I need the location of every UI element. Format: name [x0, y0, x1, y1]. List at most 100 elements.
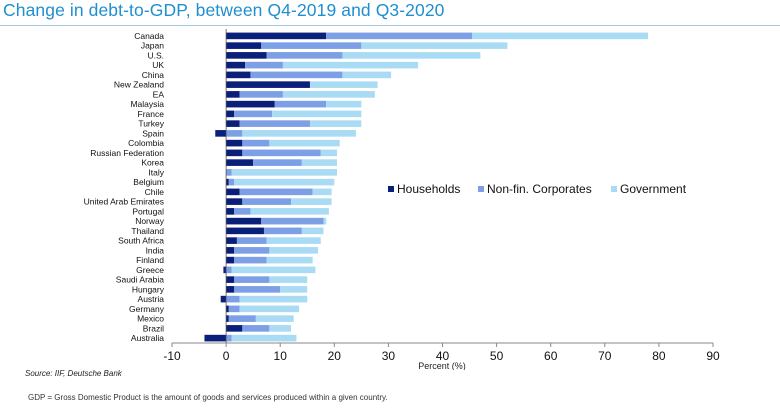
bar-segment-non-fin-corporates [226, 295, 240, 303]
bar-segment-non-fin-corporates [261, 217, 324, 225]
category-label: U.S. [147, 50, 164, 60]
legend-swatch [611, 186, 617, 192]
bar-segment-non-fin-corporates [261, 42, 362, 49]
bar-segment-government [326, 100, 362, 108]
bar-segment-households [226, 227, 264, 235]
category-label: Canada [134, 31, 164, 41]
bar-segment-non-fin-corporates [234, 110, 273, 118]
bar-segment-households [226, 305, 229, 313]
category-label: Colombia [128, 138, 164, 148]
bar-segment-households [226, 81, 310, 88]
bar-segment-households [226, 91, 240, 98]
bar-segment-households [226, 52, 267, 59]
x-tick-label: 90 [706, 349, 720, 363]
x-axis-label: Percent (%) [418, 361, 466, 370]
legend-label: Households [397, 182, 460, 196]
bars-group [204, 32, 649, 342]
bar-segment-government [323, 217, 327, 225]
x-tick-label: 40 [436, 349, 450, 363]
bar-segment-government [309, 120, 362, 127]
bar-segment-non-fin-corporates [234, 276, 270, 283]
category-label: Mexico [137, 314, 164, 324]
bar-segment-government [231, 169, 338, 176]
x-tick-label: 20 [328, 349, 342, 363]
bar-segment-government [266, 256, 313, 264]
bar-segment-non-fin-corporates [226, 334, 232, 342]
category-label: Brazil [143, 323, 164, 333]
bar-segment-government [312, 188, 332, 196]
category-label: Portugal [132, 206, 164, 216]
bar-segment-households [226, 159, 254, 166]
x-tick-label: 70 [598, 349, 612, 363]
x-tick-label: 10 [274, 349, 288, 363]
category-label: Turkey [138, 119, 164, 129]
bar-segment-non-fin-corporates [263, 227, 302, 235]
bar-segment-government [472, 32, 649, 40]
category-label: EA [153, 89, 165, 99]
bar-segment-households [220, 295, 227, 303]
bar-segment-households [226, 247, 235, 254]
bar-segment-government [266, 237, 321, 244]
bar-segment-non-fin-corporates [226, 266, 232, 274]
bar-segment-non-fin-corporates [228, 305, 240, 313]
bar-segment-non-fin-corporates [242, 139, 270, 147]
bar-segment-households [226, 139, 243, 147]
bar-segment-households [226, 32, 327, 40]
bar-segment-non-fin-corporates [250, 71, 343, 79]
x-axis: -10 0 10 20 30 40 50 60 70 80 90 Percent (%) [163, 29, 720, 370]
bar-segment-households [226, 256, 235, 264]
bar-segment-non-fin-corporates [242, 149, 321, 157]
bar-segment-households [226, 198, 243, 205]
bar-segment-non-fin-corporates [239, 91, 283, 98]
category-label: Saudi Arabia [116, 275, 164, 285]
bar-segment-households [226, 188, 240, 196]
bar-segment-non-fin-corporates [234, 286, 281, 293]
category-label: Korea [141, 158, 164, 168]
bar-segment-households [226, 120, 240, 127]
bar-segment-government [291, 198, 332, 205]
bar-segment-households [226, 325, 243, 332]
bar-segment-government [282, 61, 419, 69]
bar-segment-government [231, 266, 316, 274]
x-tick-label: 80 [652, 349, 666, 363]
bar-segment-government [309, 81, 378, 88]
category-label: Malaysia [130, 99, 164, 109]
bar-segment-government [301, 159, 337, 166]
bar-segment-government [239, 295, 308, 303]
bar-segment-government [280, 286, 308, 293]
bar-segment-government [269, 139, 340, 147]
bar-segment-non-fin-corporates [234, 208, 251, 215]
bar-segment-government [269, 276, 308, 283]
bar-segment-government [239, 305, 300, 313]
bar-segment-households [226, 315, 229, 322]
bar-segment-non-fin-corporates [266, 52, 343, 59]
footnote: GDP = Gross Domestic Product is the amou… [28, 393, 388, 402]
x-tick-label: 0 [223, 349, 230, 363]
x-tick-label: -10 [163, 349, 181, 363]
bar-segment-non-fin-corporates [228, 178, 235, 186]
category-label: India [146, 245, 165, 255]
bar-segment-non-fin-corporates [242, 198, 292, 205]
bar-segment-non-fin-corporates [228, 315, 256, 322]
bar-segment-government [234, 178, 335, 186]
bar-segment-government [242, 130, 356, 137]
bar-segment-households [226, 178, 229, 186]
bar-segment-households [204, 334, 227, 342]
bar-segment-households [226, 237, 237, 244]
bar-segment-non-fin-corporates [239, 188, 313, 196]
bar-segment-government [269, 247, 319, 254]
legend-swatch [478, 186, 484, 192]
legend-swatch [388, 186, 394, 192]
bar-segment-government [272, 110, 362, 118]
bar-segment-non-fin-corporates [226, 130, 243, 137]
category-label: Hungary [132, 284, 165, 294]
category-label: Italy [148, 167, 164, 177]
bar-segment-non-fin-corporates [226, 169, 232, 176]
bar-segment-households [226, 208, 235, 215]
bar-segment-households [226, 276, 235, 283]
bar-segment-households [226, 149, 243, 157]
category-label: Spain [142, 128, 164, 138]
category-label: New Zealand [114, 80, 164, 90]
bar-segment-government [320, 149, 337, 157]
